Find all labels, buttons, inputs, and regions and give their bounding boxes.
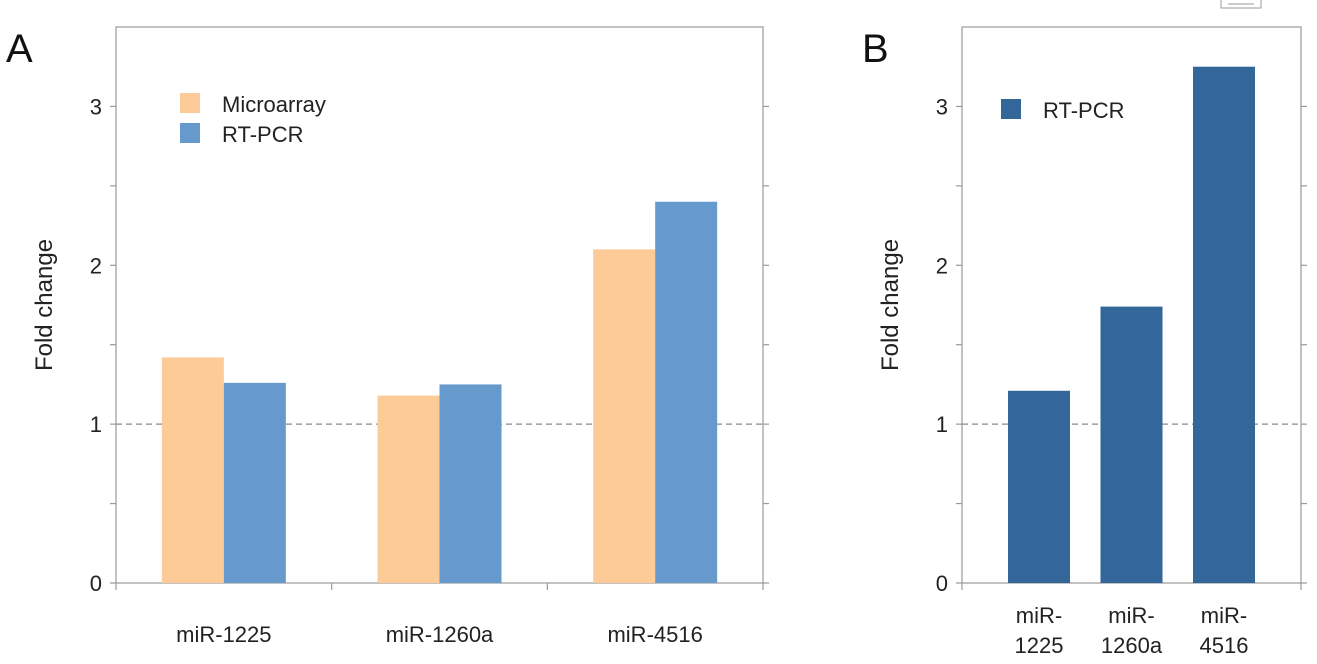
y-tick-label: 2 xyxy=(90,253,102,278)
y-tick-label: 0 xyxy=(936,571,948,596)
corner-widget[interactable] xyxy=(1220,0,1262,9)
bar-microarray-mir-1260a xyxy=(377,395,440,583)
panel-b: B 0 1 2 3 Fold change miR- 1225 miR- 1260a miR- 451… xyxy=(862,26,1307,658)
x-category-label: 4516 xyxy=(1200,633,1249,658)
legend-swatch xyxy=(180,93,200,113)
y-tick-label: 0 xyxy=(90,571,102,596)
panel-letter: A xyxy=(6,27,33,71)
x-category-label: miR- xyxy=(1108,603,1154,628)
y-tick-label: 1 xyxy=(936,412,948,437)
y-tick-label: 3 xyxy=(936,94,948,119)
legend-swatch xyxy=(180,123,200,143)
y-axis-title: Fold change xyxy=(877,239,904,371)
bar-rt-pcr-mir-4516 xyxy=(655,201,718,583)
legend: RT-PCR xyxy=(1001,98,1125,123)
bar-rt-pcr-mir-4516 xyxy=(1193,66,1255,583)
legend: Microarray RT-PCR xyxy=(180,92,326,147)
x-category-label: 1260a xyxy=(1101,633,1163,658)
x-category-label: miR-4516 xyxy=(607,622,702,647)
bar-microarray-mir-1225 xyxy=(161,357,224,583)
y-tick-label: 3 xyxy=(90,94,102,119)
x-category-label: miR- xyxy=(1201,603,1247,628)
bar-rt-pcr-mir-1225 xyxy=(1008,390,1070,583)
y-axis-title: Fold change xyxy=(31,239,58,371)
y-tick-label: 1 xyxy=(90,412,102,437)
bar-rt-pcr-mir-1260a xyxy=(439,384,502,583)
bar-rt-pcr-mir-1260a xyxy=(1100,306,1163,583)
x-category-label: miR- xyxy=(1016,603,1062,628)
panel-letter: B xyxy=(862,27,889,71)
legend-label: RT-PCR xyxy=(222,122,304,147)
legend-label: Microarray xyxy=(222,92,326,117)
y-tick-label: 2 xyxy=(936,253,948,278)
x-category-label: miR-1225 xyxy=(176,622,271,647)
legend-label: RT-PCR xyxy=(1043,98,1125,123)
legend-swatch xyxy=(1001,99,1021,119)
bar-rt-pcr-mir-1225 xyxy=(223,382,286,583)
bar-microarray-mir-4516 xyxy=(593,249,656,583)
x-category-label: miR-1260a xyxy=(386,622,494,647)
x-category-label: 1225 xyxy=(1015,633,1064,658)
panel-a: A 0 1 2 3 Fold change miR-1225 miR-1260a miR-451… xyxy=(6,26,769,647)
